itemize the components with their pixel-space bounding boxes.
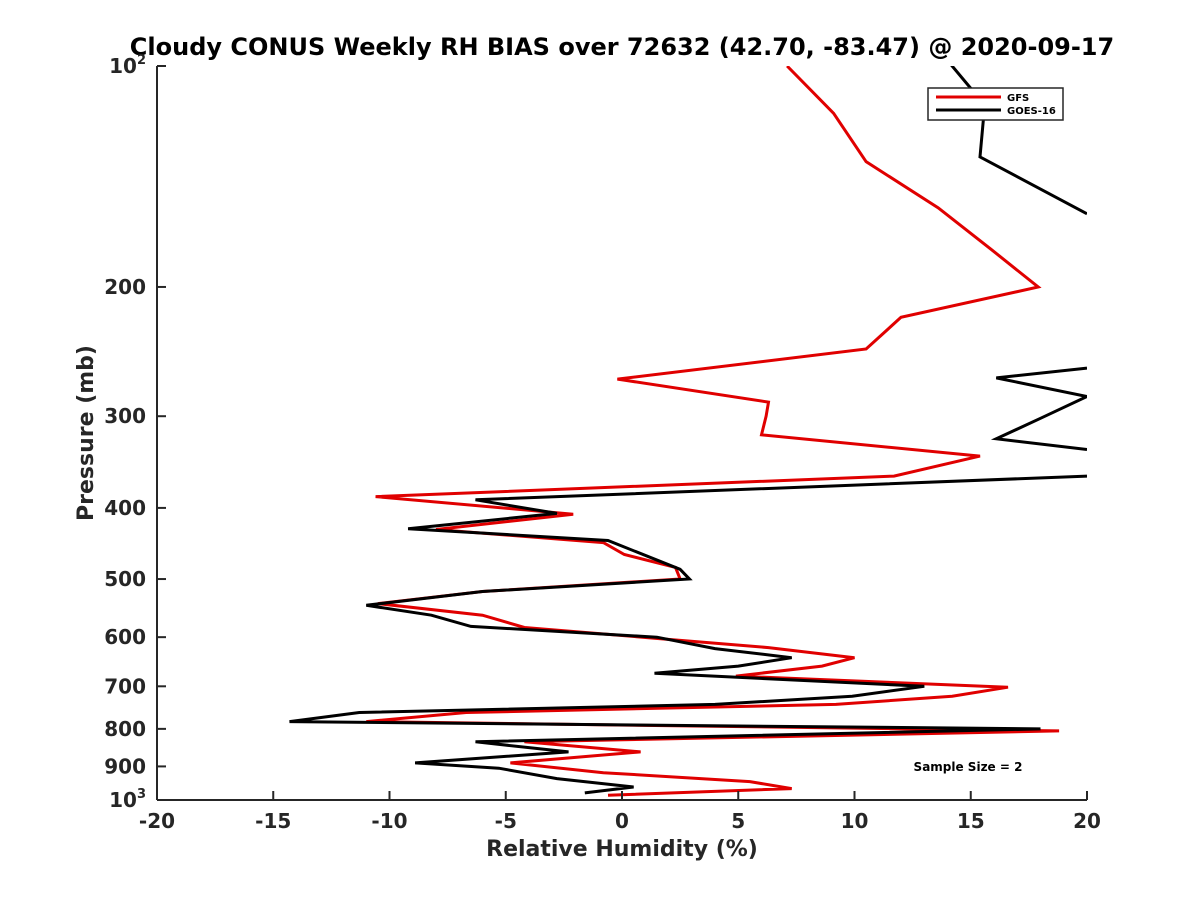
y-tick-label: 103 [109, 787, 146, 812]
x-tick-label: -5 [495, 809, 517, 833]
x-tick-label: 5 [731, 809, 745, 833]
y-tick-label: 600 [104, 625, 146, 649]
axes-layer [156, 65, 1088, 801]
y-axis-label: Pressure (mb) [74, 345, 99, 521]
y-tick-label: 102 [109, 53, 146, 78]
x-tick-label: 20 [1073, 809, 1101, 833]
x-tick-label: -10 [371, 809, 407, 833]
x-tick-label: 10 [841, 809, 869, 833]
series-layer [289, 66, 1087, 797]
x-tick-label: 0 [615, 809, 629, 833]
series-line-goes-16 [289, 66, 1087, 795]
y-tick-label: 500 [104, 567, 146, 591]
x-tick-label: 15 [957, 809, 985, 833]
legend-box [927, 87, 1064, 121]
legend: GFS GOES-16 [927, 87, 1064, 121]
y-tick-label: 300 [104, 404, 146, 428]
x-tick-label: -15 [255, 809, 291, 833]
legend-label-gfs: GFS [1007, 93, 1029, 104]
x-axis-label: Relative Humidity (%) [486, 837, 758, 862]
y-tick-label: 800 [104, 717, 146, 741]
y-tick-label: 200 [104, 275, 146, 299]
x-tick-label: -20 [139, 809, 175, 833]
y-tick-label: 400 [104, 496, 146, 520]
y-tick-label: 900 [104, 754, 146, 778]
tick-labels: -20 -15 -10 -5 0 5 10 15 20 102 200 300 400 500 600 700… [104, 53, 1101, 833]
series-goes-16 [289, 66, 1087, 795]
y-tick-label: 700 [104, 674, 146, 698]
sample-size-annotation: Sample Size = 2 [914, 760, 1023, 774]
chart-title: Cloudy CONUS Weekly RH BIAS over 72632 (… [130, 33, 1114, 61]
legend-label-goes-16: GOES-16 [1007, 106, 1056, 117]
